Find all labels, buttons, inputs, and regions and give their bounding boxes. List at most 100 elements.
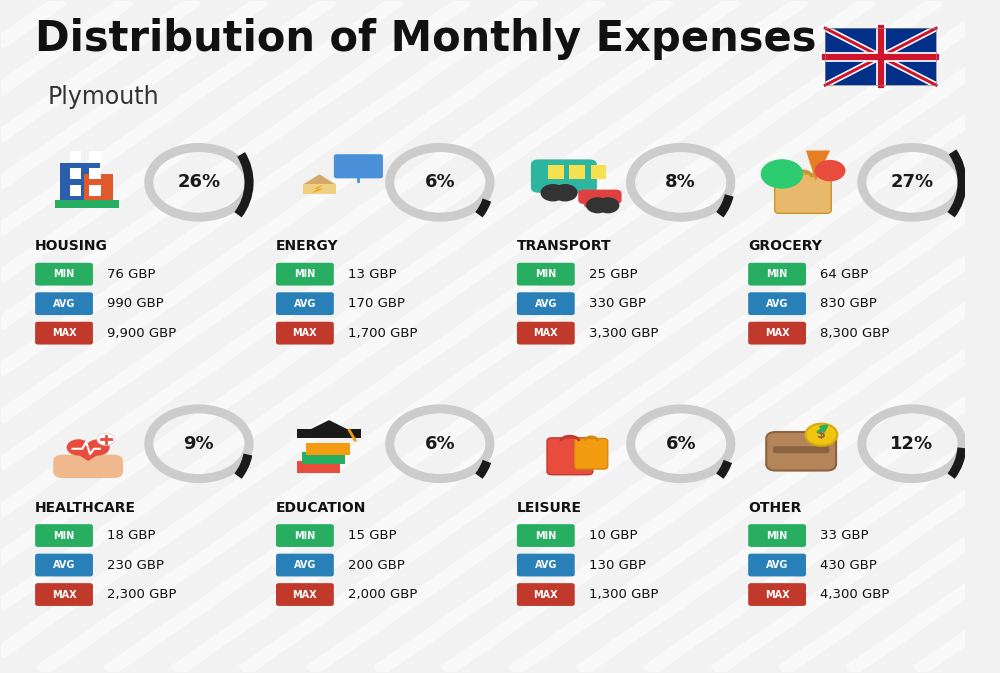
Text: 8%: 8% (665, 174, 696, 191)
Text: EDUCATION: EDUCATION (276, 501, 366, 515)
Text: 12%: 12% (890, 435, 934, 453)
Text: MIN: MIN (53, 269, 75, 279)
FancyBboxPatch shape (591, 165, 606, 180)
FancyBboxPatch shape (276, 262, 334, 285)
FancyBboxPatch shape (84, 174, 113, 201)
Circle shape (596, 197, 619, 213)
FancyBboxPatch shape (517, 292, 575, 315)
FancyBboxPatch shape (748, 262, 806, 285)
Text: 2,300 GBP: 2,300 GBP (107, 588, 177, 601)
Polygon shape (67, 448, 110, 461)
FancyBboxPatch shape (748, 292, 806, 315)
FancyBboxPatch shape (89, 168, 101, 179)
Text: 33 GBP: 33 GBP (820, 529, 869, 542)
FancyBboxPatch shape (825, 28, 936, 85)
FancyBboxPatch shape (276, 322, 334, 345)
Text: AVG: AVG (766, 560, 788, 570)
FancyBboxPatch shape (517, 554, 575, 577)
Text: 64 GBP: 64 GBP (820, 268, 869, 281)
Text: MIN: MIN (294, 269, 316, 279)
Text: AVG: AVG (294, 560, 316, 570)
Circle shape (541, 184, 566, 201)
FancyBboxPatch shape (584, 194, 616, 208)
FancyBboxPatch shape (578, 190, 622, 204)
FancyBboxPatch shape (548, 165, 564, 180)
Text: Plymouth: Plymouth (48, 85, 159, 109)
Text: 6%: 6% (665, 435, 696, 453)
Text: ENERGY: ENERGY (276, 240, 339, 253)
Polygon shape (309, 420, 349, 430)
Text: 4,300 GBP: 4,300 GBP (820, 588, 890, 601)
FancyBboxPatch shape (70, 151, 81, 162)
FancyBboxPatch shape (569, 165, 585, 180)
Text: AVG: AVG (294, 299, 316, 309)
FancyBboxPatch shape (35, 583, 93, 606)
FancyBboxPatch shape (35, 322, 93, 345)
Circle shape (97, 433, 114, 446)
Text: 13 GBP: 13 GBP (348, 268, 397, 281)
Text: 76 GBP: 76 GBP (107, 268, 156, 281)
Text: 15 GBP: 15 GBP (348, 529, 397, 542)
Text: MIN: MIN (766, 530, 788, 540)
Text: 8,300 GBP: 8,300 GBP (820, 326, 890, 340)
FancyBboxPatch shape (775, 174, 831, 213)
FancyBboxPatch shape (53, 455, 123, 478)
FancyBboxPatch shape (748, 583, 806, 606)
Circle shape (815, 160, 846, 181)
Text: 9,900 GBP: 9,900 GBP (107, 326, 177, 340)
Text: 1,700 GBP: 1,700 GBP (348, 326, 418, 340)
FancyBboxPatch shape (276, 292, 334, 315)
Text: $: $ (817, 428, 826, 441)
FancyBboxPatch shape (55, 200, 119, 208)
Text: MAX: MAX (765, 590, 789, 600)
FancyBboxPatch shape (773, 446, 829, 454)
FancyBboxPatch shape (89, 151, 101, 162)
Circle shape (86, 439, 110, 456)
FancyBboxPatch shape (60, 164, 100, 201)
Text: 430 GBP: 430 GBP (820, 559, 877, 571)
Text: 9%: 9% (184, 435, 214, 453)
FancyBboxPatch shape (276, 583, 334, 606)
Text: AVG: AVG (535, 560, 557, 570)
FancyBboxPatch shape (35, 524, 93, 547)
Polygon shape (312, 185, 323, 193)
Text: OTHER: OTHER (748, 501, 802, 515)
Text: AVG: AVG (53, 299, 75, 309)
Text: 170 GBP: 170 GBP (348, 297, 405, 310)
FancyBboxPatch shape (70, 168, 81, 179)
Text: HOUSING: HOUSING (35, 240, 108, 253)
Text: MIN: MIN (535, 269, 556, 279)
Circle shape (806, 423, 837, 446)
FancyBboxPatch shape (297, 429, 361, 437)
FancyBboxPatch shape (748, 554, 806, 577)
Text: 18 GBP: 18 GBP (107, 529, 156, 542)
Text: 2,000 GBP: 2,000 GBP (348, 588, 418, 601)
Text: 6%: 6% (425, 174, 455, 191)
Text: MIN: MIN (535, 530, 556, 540)
Text: MIN: MIN (53, 530, 75, 540)
FancyBboxPatch shape (70, 185, 81, 196)
FancyBboxPatch shape (276, 524, 334, 547)
Text: 3,300 GBP: 3,300 GBP (589, 326, 659, 340)
FancyBboxPatch shape (302, 452, 345, 464)
Text: 230 GBP: 230 GBP (107, 559, 164, 571)
FancyBboxPatch shape (748, 524, 806, 547)
Text: AVG: AVG (766, 299, 788, 309)
Circle shape (67, 439, 90, 456)
Text: HEALTHCARE: HEALTHCARE (35, 501, 136, 515)
Text: 1,300 GBP: 1,300 GBP (589, 588, 659, 601)
FancyBboxPatch shape (35, 554, 93, 577)
FancyBboxPatch shape (35, 292, 93, 315)
Text: MIN: MIN (294, 530, 316, 540)
FancyBboxPatch shape (276, 554, 334, 577)
Text: MAX: MAX (52, 328, 76, 338)
FancyBboxPatch shape (89, 185, 101, 196)
Text: LEISURE: LEISURE (517, 501, 582, 515)
Text: GROCERY: GROCERY (748, 240, 822, 253)
Text: MAX: MAX (293, 590, 317, 600)
Circle shape (553, 184, 578, 201)
Text: MAX: MAX (293, 328, 317, 338)
Text: MAX: MAX (534, 328, 558, 338)
FancyBboxPatch shape (517, 322, 575, 345)
Text: 26%: 26% (177, 174, 220, 191)
